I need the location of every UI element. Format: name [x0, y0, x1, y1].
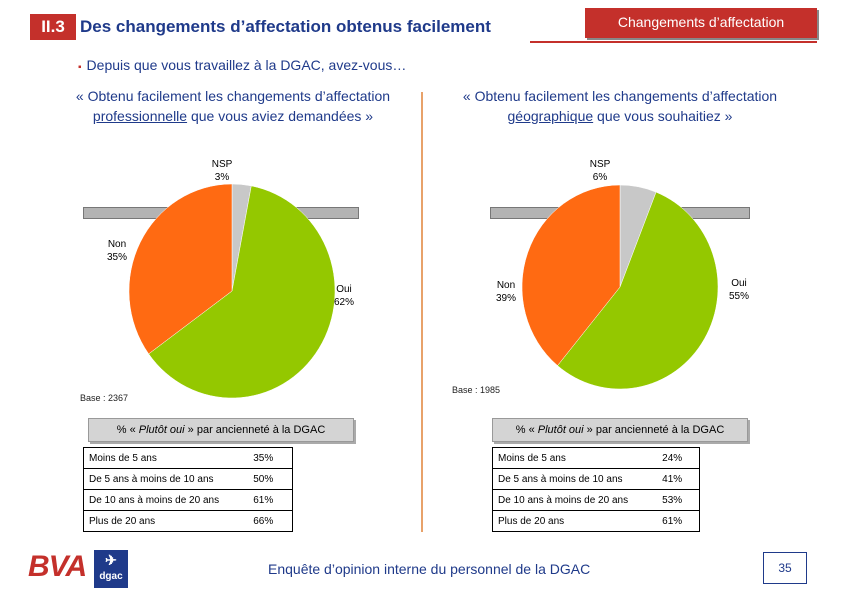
page-number: 35	[763, 552, 807, 584]
left-table-header: % « Plutôt oui » par ancienneté à la DGA…	[88, 418, 354, 442]
question: ▪ Depuis que vous travaillez à la DGAC, a…	[78, 57, 406, 73]
row-value: 35%	[245, 447, 294, 469]
slide-title: Des changements d’affectation obtenus fa…	[80, 17, 491, 36]
left-panel-title: « Obtenu facilement les changements d’af…	[75, 88, 391, 124]
left-label-non: Non 35%	[106, 239, 127, 263]
row-value: 24%	[654, 447, 701, 469]
topic-badge: Changements d’affectation	[585, 8, 817, 38]
question-text: Depuis que vous travaillez à la DGAC, av…	[86, 57, 407, 73]
row-value: 53%	[654, 489, 701, 511]
right-label-oui: Oui 55%	[728, 278, 749, 302]
row-label: De 10 ans à moins de 20 ans	[492, 489, 655, 511]
dgac-logo: ✈ dgac	[94, 550, 128, 588]
right-base: Base : 1985	[452, 385, 501, 395]
table-row: Moins de 5 ans 24%	[492, 447, 701, 469]
row-value: 50%	[245, 468, 294, 490]
pie-slice-non	[128, 183, 233, 355]
section-number: II.3	[30, 14, 76, 40]
left-seniority-table: Moins de 5 ans 35% De 5 ans à moins de 10…	[83, 447, 294, 532]
row-label: De 10 ans à moins de 20 ans	[83, 489, 246, 511]
row-label: De 5 ans à moins de 10 ans	[492, 468, 655, 490]
table-row: Moins de 5 ans 35%	[83, 447, 294, 469]
pie-slice-oui	[148, 185, 336, 399]
row-value: 61%	[245, 489, 294, 511]
row-label: Plus de 20 ans	[492, 510, 655, 532]
row-label: De 5 ans à moins de 10 ans	[83, 468, 246, 490]
plane-icon: ✈	[105, 552, 117, 568]
right-table-header: % « Plutôt oui » par ancienneté à la DGA…	[492, 418, 748, 442]
panel-divider	[421, 92, 423, 532]
table-row: De 5 ans à moins de 10 ans 50%	[83, 468, 294, 490]
table-row: De 10 ans à moins de 20 ans 53%	[492, 489, 701, 511]
left-base: Base : 2367	[80, 393, 129, 403]
left-label-nsp: NSP 3%	[211, 159, 233, 183]
right-seniority-table: Moins de 5 ans 24% De 5 ans à moins de 10…	[492, 447, 701, 532]
row-label: Moins de 5 ans	[83, 447, 246, 469]
row-label: Moins de 5 ans	[492, 447, 655, 469]
right-panel-title: « Obtenu facilement les changements d’af…	[462, 88, 778, 124]
header-rule	[530, 41, 817, 43]
row-value: 61%	[654, 510, 701, 532]
table-row: Plus de 20 ans 61%	[492, 510, 701, 532]
right-label-non: Non 39%	[495, 280, 516, 304]
bullet-icon: ▪	[78, 62, 82, 73]
row-value: 41%	[654, 468, 701, 490]
table-row: De 10 ans à moins de 20 ans 61%	[83, 489, 294, 511]
right-label-nsp: NSP 6%	[589, 159, 611, 183]
row-label: Plus de 20 ans	[83, 510, 246, 532]
pie-slice-non	[521, 184, 621, 366]
table-row: De 5 ans à moins de 10 ans 41%	[492, 468, 701, 490]
row-value: 66%	[245, 510, 294, 532]
table-row: Plus de 20 ans 66%	[83, 510, 294, 532]
left-title-keyword: professionnelle	[92, 108, 188, 124]
bva-logo: BVA	[28, 550, 87, 583]
pie-slice-oui	[557, 191, 719, 390]
right-title-keyword: géographique	[507, 108, 594, 124]
left-label-oui: Oui 62%	[333, 284, 354, 308]
footer-survey-name: Enquête d’opinion interne du personnel d…	[268, 561, 591, 577]
